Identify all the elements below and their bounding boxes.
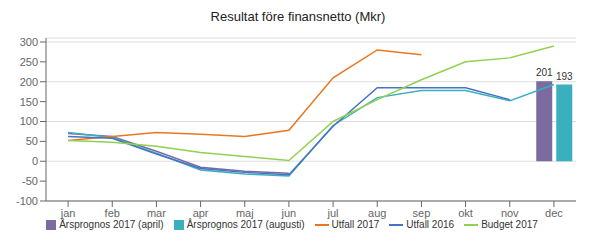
svg-text:feb: feb xyxy=(105,207,120,219)
svg-text:201: 201 xyxy=(536,67,553,78)
svg-text:maj: maj xyxy=(236,207,254,219)
svg-text:250: 250 xyxy=(20,56,38,68)
svg-text:300: 300 xyxy=(20,36,38,48)
svg-text:nov: nov xyxy=(501,207,519,219)
svg-text:50: 50 xyxy=(26,135,38,147)
svg-text:jun: jun xyxy=(281,207,297,219)
html-text:Resultat före finansnetto (Mkr: Resultat före finansnetto (Mkr) xyxy=(210,9,386,24)
svg-text:apr: apr xyxy=(193,207,209,219)
svg-text:dec: dec xyxy=(545,207,563,219)
svg-text:-50: -50 xyxy=(22,175,38,187)
svg-text:sep: sep xyxy=(413,207,431,219)
svg-text:jul: jul xyxy=(327,207,339,219)
svg-text:100: 100 xyxy=(20,115,38,127)
svg-text:-100: -100 xyxy=(16,195,38,207)
svg-text:193: 193 xyxy=(556,71,573,82)
svg-text:okt: okt xyxy=(458,207,473,219)
svg-text:200: 200 xyxy=(20,76,38,88)
html-text:Årsprognos 2017 (april): Årsprognos 2017 (april) xyxy=(59,219,164,230)
html-text:Budget 2017: Budget 2017 xyxy=(481,219,538,230)
html-text:Utfall 2016: Utfall 2016 xyxy=(406,219,455,230)
svg-text:jan: jan xyxy=(60,207,76,219)
svg-text:mar: mar xyxy=(147,207,166,219)
html-text:Utfall 2017: Utfall 2017 xyxy=(331,219,380,230)
svg-text:0: 0 xyxy=(32,155,38,167)
svg-text:150: 150 xyxy=(20,96,38,108)
html-text:Årsprognos 2017 (augusti): Årsprognos 2017 (augusti) xyxy=(186,219,305,230)
svg-text:aug: aug xyxy=(368,207,386,219)
